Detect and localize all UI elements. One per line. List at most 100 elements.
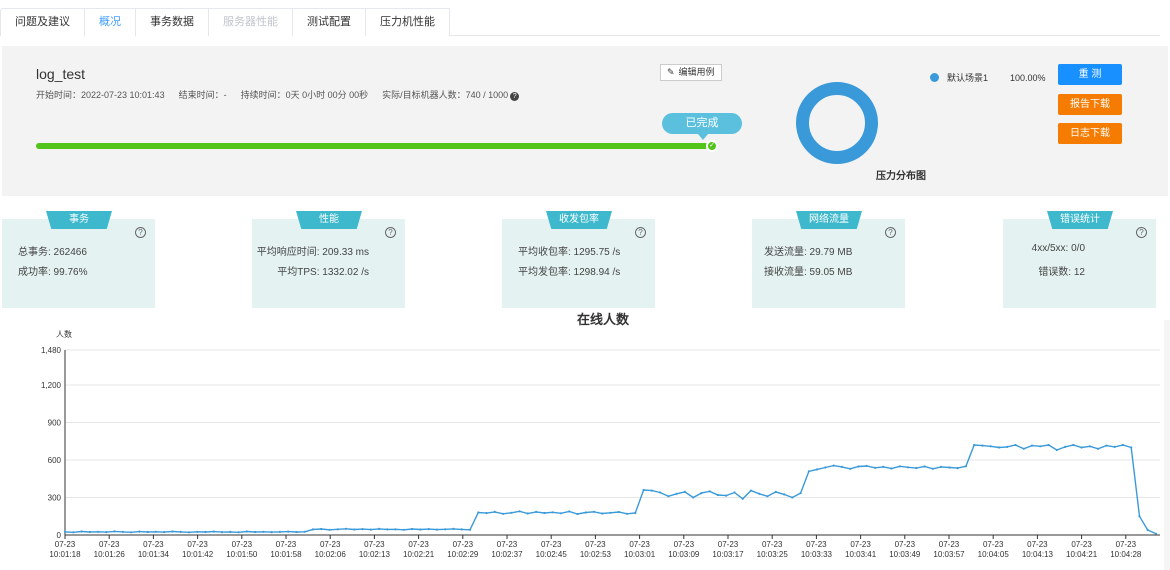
data-point (452, 527, 455, 530)
data-point (584, 511, 587, 514)
data-point (642, 488, 645, 492)
data-point (551, 511, 554, 514)
page-scrollbar[interactable] (1164, 320, 1170, 570)
tab-1[interactable]: 概况 (84, 8, 136, 37)
x-tick-time: 10:02:37 (491, 550, 523, 559)
data-point (485, 512, 488, 515)
x-tick-date: 07-23 (850, 540, 871, 549)
data-point (344, 527, 348, 530)
data-point (378, 527, 381, 530)
x-tick-time: 10:01:26 (94, 550, 126, 559)
data-point (411, 527, 414, 531)
data-point (1055, 448, 1058, 452)
summary-panel: log_test 开始时间：2022-07-23 10:01:43 结束时间：-… (2, 46, 1168, 196)
tab-0[interactable]: 问题及建议 (0, 8, 85, 36)
data-point (1014, 443, 1017, 447)
pencil-icon: ✎ (667, 67, 675, 77)
series-line (64, 444, 1157, 535)
data-point (741, 497, 744, 500)
y-tick-label: 0 (57, 531, 62, 540)
x-tick-date: 07-23 (806, 540, 827, 549)
data-point (138, 530, 141, 533)
y-tick-label: 600 (48, 456, 62, 465)
data-point (287, 530, 290, 533)
x-tick-time: 10:03:57 (933, 550, 965, 559)
x-tick-date: 07-23 (55, 540, 76, 549)
x-tick-time: 10:03:17 (712, 550, 744, 559)
data-point (1154, 532, 1158, 535)
status-badge: 已完成 (662, 113, 742, 140)
data-point (890, 467, 893, 470)
data-point (873, 466, 877, 469)
help-icon[interactable]: ? (1136, 227, 1147, 238)
data-point (667, 495, 670, 498)
stat-line: 接收流量: 59.05 MB (764, 267, 853, 278)
data-point (733, 491, 736, 494)
edit-case-button[interactable]: ✎ 编辑用例 (660, 64, 722, 81)
stat-card-title: 事务 (46, 211, 112, 229)
tab-4[interactable]: 测试配置 (292, 8, 366, 36)
data-point (692, 496, 695, 499)
x-tick-date: 07-23 (674, 540, 695, 549)
progress-bar (36, 143, 708, 149)
log-download-button[interactable]: 日志下载 (1058, 123, 1122, 144)
data-point (931, 467, 934, 470)
data-point (63, 530, 67, 533)
x-tick-date: 07-23 (453, 540, 474, 549)
data-point (510, 511, 513, 514)
data-point (708, 490, 711, 493)
x-tick-time: 10:03:49 (889, 550, 921, 559)
y-axis-label: 人数 (56, 329, 72, 339)
stat-line: 总事务: 262466 (18, 247, 87, 258)
report-download-button[interactable]: 报告下载 (1058, 94, 1122, 115)
tab-2[interactable]: 事务数据 (135, 8, 209, 36)
data-point (807, 470, 811, 473)
stat-line: 平均发包率: 1298.94 /s (518, 267, 621, 278)
donut-label: 压力分布图 (876, 171, 926, 182)
rerun-button[interactable]: 重 测 (1058, 64, 1122, 85)
x-tick-time: 10:02:13 (359, 550, 391, 559)
data-point (427, 528, 430, 531)
help-icon[interactable]: ? (385, 227, 396, 238)
x-tick-date: 07-23 (1071, 540, 1092, 549)
legend-pct: 100.00% (1010, 72, 1046, 83)
data-point (328, 528, 331, 531)
data-point (460, 528, 463, 531)
tab-bar: 问题及建议 概况 事务数据 服务器性能 测试配置 压力机性能 (0, 8, 1160, 37)
data-point (1006, 445, 1009, 448)
data-point (609, 511, 612, 514)
x-tick-time: 10:02:06 (315, 550, 347, 559)
data-point (592, 510, 596, 513)
data-point (956, 467, 959, 470)
data-point (981, 444, 984, 447)
data-point (915, 467, 918, 470)
help-icon[interactable]: ? (635, 227, 646, 238)
data-point (791, 496, 794, 499)
tab-5[interactable]: 压力机性能 (365, 8, 450, 36)
y-tick-label: 900 (48, 419, 62, 428)
data-point (361, 528, 364, 531)
help-icon[interactable]: ? (885, 227, 896, 238)
data-point (477, 511, 480, 514)
data-point (1130, 446, 1133, 449)
donut-legend: 默认场景1 100.00% (930, 71, 1046, 84)
data-point (940, 465, 943, 468)
data-point (675, 492, 678, 495)
x-tick-time: 10:01:42 (182, 550, 214, 559)
data-point (212, 530, 215, 533)
x-tick-date: 07-23 (585, 540, 606, 549)
data-point (1097, 447, 1100, 450)
data-point (154, 530, 157, 533)
data-point (163, 531, 166, 534)
data-point (906, 466, 910, 469)
progress-fill (36, 143, 708, 149)
data-point (336, 528, 339, 531)
data-point (799, 492, 802, 495)
help-icon[interactable]: ? (510, 92, 520, 101)
data-point (617, 510, 620, 514)
help-icon[interactable]: ? (135, 227, 146, 238)
data-point (146, 530, 149, 534)
start-time: 开始时间：2022-07-23 10:01:43 (36, 90, 165, 100)
task-name: log_test (36, 66, 86, 82)
stat-card (1003, 219, 1156, 308)
